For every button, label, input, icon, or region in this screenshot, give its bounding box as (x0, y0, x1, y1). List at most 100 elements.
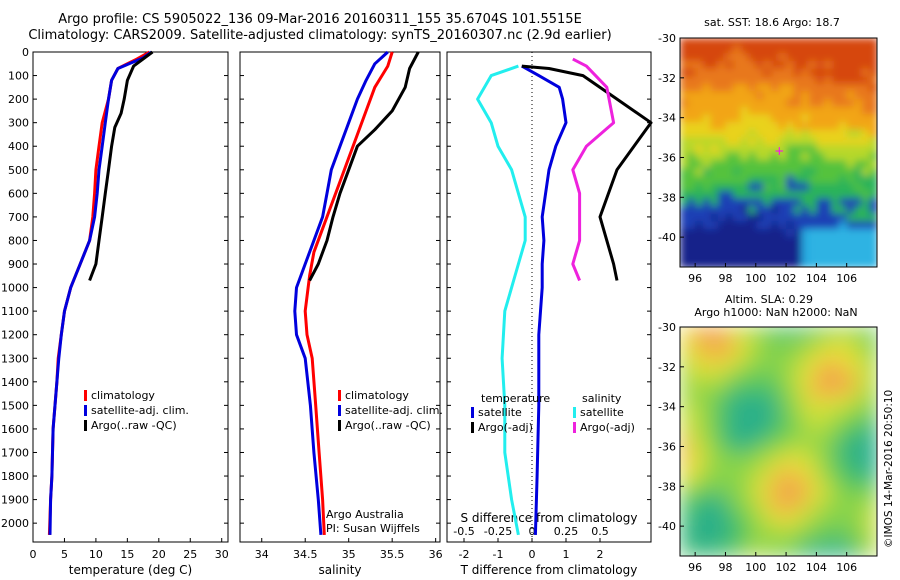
sst-map-cell (808, 175, 818, 184)
sst-map-cell (846, 190, 856, 200)
depth-tick-label: 0 (22, 46, 29, 59)
sla-map-cell (763, 380, 772, 389)
sla-map-cell (763, 464, 772, 473)
sst-map-cell (687, 251, 697, 261)
sla-map-cell (869, 433, 877, 443)
sst-map-cell (770, 122, 780, 131)
sla-map-cell (869, 349, 877, 359)
sst-map-cell (717, 76, 727, 85)
sla-map-cell (778, 327, 788, 336)
sst-map-cell (839, 91, 848, 100)
sst-map-cell (846, 53, 856, 62)
sst-map-cell (702, 68, 712, 78)
sst-map-cell (808, 228, 818, 238)
sla-map-cell (725, 411, 735, 420)
sst-map-cell (710, 99, 719, 108)
sla-map-cell (680, 502, 689, 512)
diff-legend-swatch (573, 407, 576, 418)
sst-map-cell (816, 175, 825, 184)
sla-map-cell (755, 365, 765, 374)
sla-map-cell (740, 517, 750, 527)
sla-map-cell (770, 342, 780, 351)
sla-map-cell (824, 472, 833, 481)
sst-map-cell (778, 137, 788, 146)
sla-map-cell (831, 487, 841, 496)
sst-map-cell (717, 83, 727, 93)
sst-map-ytick-label: -36 (658, 151, 676, 164)
sst-map-cell (710, 205, 719, 215)
sst-map-cell (702, 244, 712, 253)
sla-map-cell (763, 487, 772, 496)
sla-map-cell (801, 327, 810, 336)
sla-map-cell (839, 395, 848, 405)
sst-map-cell (755, 68, 765, 78)
sla-map-cell (680, 365, 689, 374)
sst-map-cell (687, 205, 697, 215)
sst-map-cell (695, 45, 704, 55)
sst-map-cell (786, 129, 795, 139)
sst-map-cell (680, 167, 689, 177)
sst-map-cell (778, 144, 788, 154)
sst-map-cell (846, 259, 856, 267)
sla-map-cell (770, 479, 780, 489)
sst-map-cell (763, 244, 772, 253)
sst-map-cell (733, 137, 742, 146)
sst-map-cell (854, 114, 863, 123)
sla-map-cell (801, 433, 810, 443)
sst-map-cell (869, 152, 877, 162)
sst-map-cell (854, 68, 863, 78)
sla-map-cell (748, 472, 757, 481)
sst-map-cell (725, 236, 735, 246)
sst-map-cell (786, 236, 795, 246)
sst-map-cell (725, 38, 735, 47)
sst-map-cell (702, 221, 712, 230)
sst-map-cell (710, 144, 719, 154)
sst-map-cell (831, 114, 841, 123)
sla-map-cell (748, 517, 757, 527)
sla-map-cell (687, 388, 697, 397)
sst-map-cell (733, 53, 742, 62)
salinity-diff-label: S difference from climatology (461, 511, 638, 525)
sla-map-cell (801, 426, 810, 435)
sst-map-cell (733, 99, 742, 108)
sst-map-cell (786, 175, 795, 184)
sla-map-cell (710, 449, 719, 458)
temperature-profile-frame (32, 51, 229, 543)
sst-map-cell (733, 228, 742, 238)
sst-map-cell (755, 152, 765, 162)
sla-map-cell (748, 502, 757, 512)
sst-map-cell (740, 38, 750, 47)
sla-map-cell (748, 349, 757, 359)
sst-map-blur (680, 38, 877, 267)
sst-map-cell (831, 137, 841, 146)
sla-map-cell (680, 464, 689, 473)
temperature-profile-xtick-label: 0 (30, 548, 37, 561)
sst-map-cell (755, 137, 765, 146)
sla-map-cell (778, 418, 788, 428)
sla-map-cell (702, 464, 712, 473)
sla-map-cell (755, 395, 765, 405)
sst-map-cell (763, 68, 772, 78)
sst-map-cell (755, 91, 765, 100)
sla-map-cell (740, 395, 750, 405)
sst-map-cell (755, 122, 765, 131)
sla-map-cell (702, 327, 712, 336)
sst-map-cell (778, 244, 788, 253)
sla-map-cell (763, 433, 772, 443)
sst-map-cell (801, 106, 810, 116)
sla-map-cell (725, 540, 735, 550)
sla-map-cell (869, 327, 877, 336)
sst-map-cell (687, 45, 697, 55)
sst-map-cell (748, 244, 757, 253)
sst-map-cell (786, 198, 795, 207)
sst-map-cell (854, 244, 863, 253)
sst-map-cell (861, 68, 871, 78)
sla-map-cell (763, 426, 772, 435)
sla-map-field (680, 327, 877, 556)
sst-map-cell (740, 244, 750, 253)
sla-map-cell (755, 517, 765, 527)
sla-map-cell (748, 456, 757, 466)
sst-map-ytick-label: -40 (658, 231, 676, 244)
sla-map-cell (770, 349, 780, 359)
sla-map-cell (702, 533, 712, 542)
